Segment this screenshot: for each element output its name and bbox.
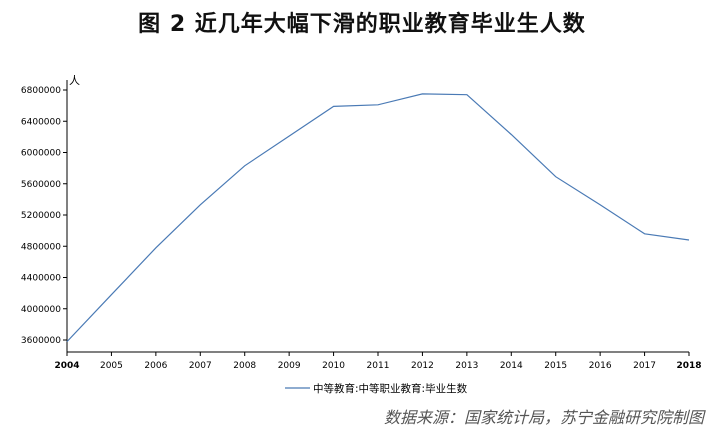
y-axis-ticks: 3600000 4000000 4400000 4800000 5200000 56000… <box>21 86 67 346</box>
x-tick-label: 2018 <box>676 361 701 371</box>
y-axis-unit: 人 <box>69 74 80 87</box>
x-tick-label: 2014 <box>500 361 523 371</box>
y-tick-label: 3600000 <box>21 336 61 346</box>
x-tick-label: 2004 <box>54 361 79 371</box>
y-tick-label: 5600000 <box>21 180 61 190</box>
x-tick-label: 2007 <box>189 361 212 371</box>
x-tick-label: 2016 <box>589 361 612 371</box>
x-axis-ticks: 2004 2005 2006 2007 2008 2009 2010 2011 2012 2013… <box>54 352 702 371</box>
y-tick-label: 4800000 <box>21 242 61 252</box>
y-tick-label: 6800000 <box>21 86 61 96</box>
x-tick-label: 2010 <box>322 361 345 371</box>
y-tick-label: 6400000 <box>21 117 61 127</box>
legend-label: 中等教育:中等职业教育:毕业生数 <box>313 382 468 395</box>
series-line <box>66 93 690 343</box>
x-tick-label: 2011 <box>367 361 390 371</box>
source-note: 数据来源：国家统计局，苏宁金融研究院制图 <box>383 408 704 427</box>
x-tick-label: 2005 <box>100 361 123 371</box>
series-group <box>66 93 690 343</box>
chart-title: 图 2 近几年大幅下滑的职业教育毕业生人数 <box>138 12 586 37</box>
legend: 中等教育:中等职业教育:毕业生数 <box>285 382 468 395</box>
y-tick-label: 6000000 <box>21 149 61 159</box>
y-tick-label: 5200000 <box>21 211 61 221</box>
x-tick-label: 2006 <box>144 361 167 371</box>
y-tick-label: 4000000 <box>21 305 61 315</box>
x-tick-label: 2009 <box>278 361 301 371</box>
x-tick-label: 2008 <box>233 361 256 371</box>
x-tick-label: 2015 <box>544 361 567 371</box>
axes: 人 <box>66 74 689 353</box>
x-tick-label: 2013 <box>455 361 478 371</box>
y-tick-label: 4400000 <box>21 274 61 284</box>
x-tick-label: 2012 <box>411 361 434 371</box>
x-tick-label: 2017 <box>633 361 656 371</box>
